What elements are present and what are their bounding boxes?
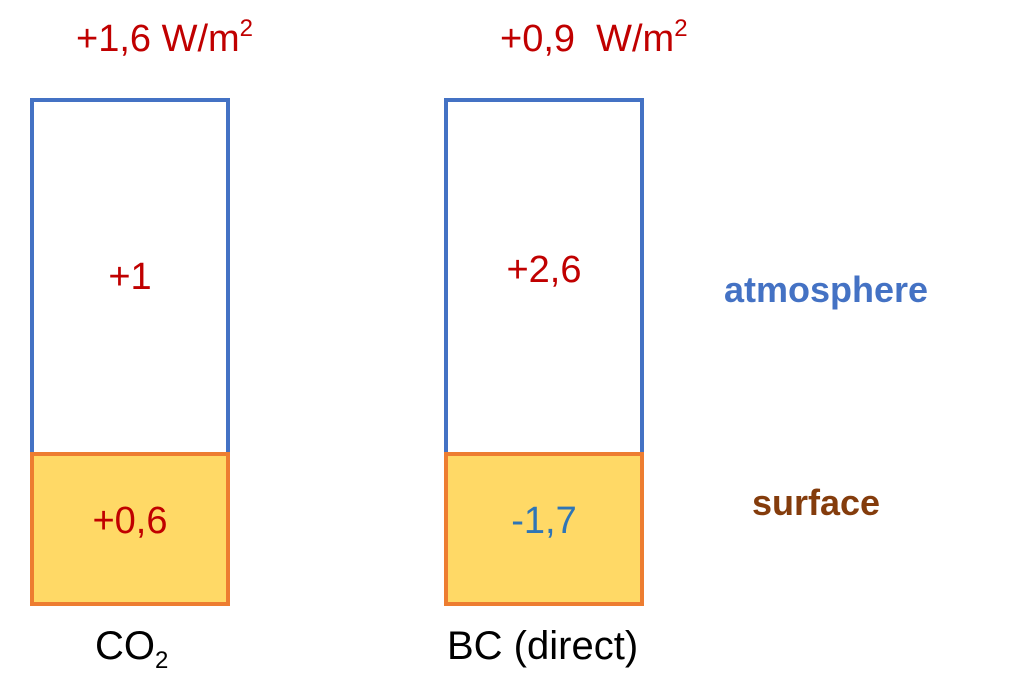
- bc-column-label: BC (direct): [447, 626, 638, 666]
- bc-surface-value: -1,7: [511, 500, 577, 542]
- bc-label-text: BC (direct): [447, 624, 639, 668]
- atmosphere-layer-label: atmosphere: [724, 269, 929, 310]
- co2-total-forcing: +1,6 W/m2: [76, 17, 253, 60]
- co2-column-label: CO2: [95, 624, 168, 673]
- co2-surface-value: +0,6: [92, 500, 168, 542]
- co2-total-unit-exponent: 2: [239, 15, 254, 42]
- co2-atmosphere-box: [30, 98, 230, 456]
- bc-surface-box: [444, 452, 644, 606]
- co2-label-subscript: 2: [155, 647, 169, 674]
- surface-layer-label: surface: [752, 482, 881, 523]
- bc-total-forcing: +0,9 W/m2: [500, 17, 688, 60]
- bc-total-unit-exponent: 2: [674, 15, 688, 42]
- co2-surface-box: [30, 452, 230, 606]
- co2-total-value: +1,6 W/m: [76, 18, 240, 60]
- co2-atmosphere-value: +1: [108, 256, 152, 298]
- bc-total-value: +0,9 W/m: [500, 18, 675, 60]
- bc-atmosphere-value: +2,6: [506, 249, 582, 291]
- co2-label-text: CO: [95, 624, 155, 668]
